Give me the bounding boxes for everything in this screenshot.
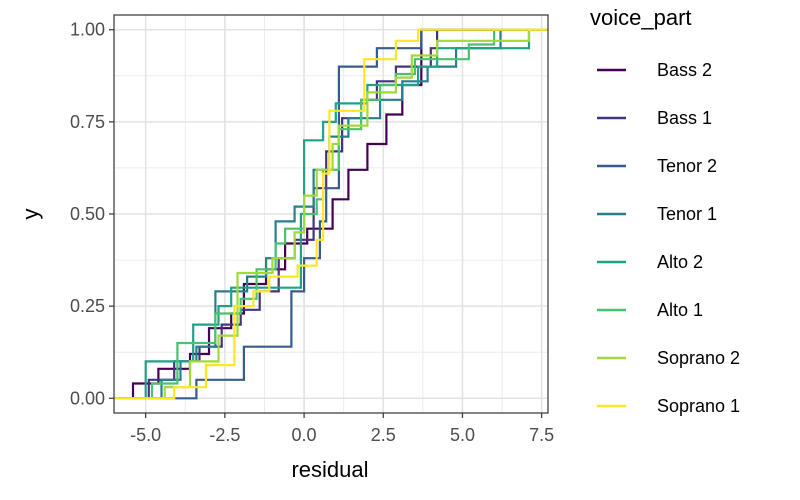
legend-label: Tenor 1 <box>657 204 717 224</box>
x-axis: -5.0 -2.5 0.0 2.5 5.0 7.5 <box>130 413 554 445</box>
y-tick-label: 0.50 <box>70 204 105 224</box>
x-axis-title: residual <box>291 457 368 482</box>
y-tick-label: 1.00 <box>70 20 105 40</box>
legend-label: Soprano 2 <box>657 348 740 368</box>
x-tick-label: -2.5 <box>209 425 240 445</box>
series-line-soprano-1 <box>114 28 548 400</box>
legend-label: Tenor 2 <box>657 156 717 176</box>
legend-label: Bass 1 <box>657 108 712 128</box>
x-tick-label: -5.0 <box>130 425 161 445</box>
legend-label: Soprano 1 <box>657 396 740 416</box>
legend-title: voice_part <box>590 5 692 30</box>
y-tick-label: 0.00 <box>70 388 105 408</box>
legend-label: Alto 1 <box>657 300 703 320</box>
y-axis: 0.00 0.25 0.50 0.75 1.00 <box>70 20 114 408</box>
y-tick-label: 0.25 <box>70 296 105 316</box>
x-tick-label: 0.0 <box>292 425 317 445</box>
y-axis-title: y <box>18 209 43 220</box>
legend: voice_part Bass 2 Bass 1 Tenor 2 Tenor 1 Alt… <box>590 5 740 416</box>
series-lines <box>114 28 548 400</box>
y-tick-label: 0.75 <box>70 112 105 132</box>
x-tick-label: 5.0 <box>450 425 475 445</box>
x-tick-label: 2.5 <box>371 425 396 445</box>
series-line-alto-1 <box>114 28 548 400</box>
x-tick-label: 7.5 <box>529 425 554 445</box>
series-line-soprano-2 <box>114 28 548 400</box>
legend-label: Alto 2 <box>657 252 703 272</box>
series-line-alto-2 <box>114 28 548 400</box>
legend-items: Bass 2 Bass 1 Tenor 2 Tenor 1 Alto 2 Alto 1 So… <box>597 60 740 416</box>
legend-label: Bass 2 <box>657 60 712 80</box>
